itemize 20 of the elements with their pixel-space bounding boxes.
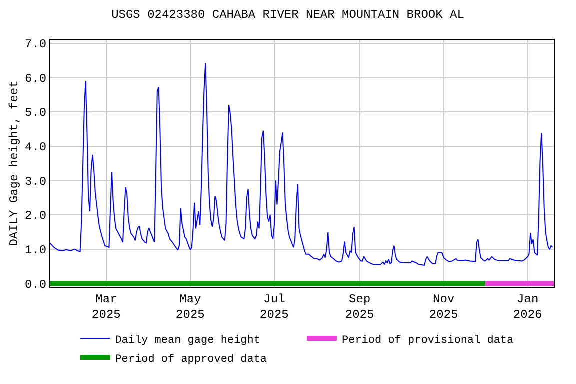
y-axis-title: DAILY Gage height, feet: [7, 80, 22, 246]
legend-label: Period of provisional data: [342, 334, 514, 347]
y-tick-label: 4.0: [24, 140, 47, 155]
y-tick-label: 7.0: [24, 38, 47, 52]
line-series: [50, 62, 554, 266]
x-tick-label: Jul 2025: [260, 292, 289, 322]
x-tick-label: Nov 2025: [429, 292, 458, 322]
legend-label: Period of approved data: [115, 354, 268, 366]
y-tick-label: 0.0: [24, 278, 47, 292]
y-tick-label: 5.0: [24, 106, 47, 120]
y-tick-label: 2.0: [24, 209, 47, 224]
x-tick-label: Jan 2026: [513, 292, 542, 322]
legend-label: Daily mean gage height: [115, 334, 260, 347]
y-tick-label: 3.0: [24, 174, 47, 189]
x-tick-label: Sep 2025: [345, 292, 374, 322]
chart-title: USGS 02423380 CAHABA RIVER NEAR MOUNTAIN BROOK AL: [112, 8, 464, 22]
x-tick-label: May 2025: [176, 292, 205, 322]
y-tick-label: 1.0: [24, 243, 47, 258]
y-tick-label: 6.0: [24, 72, 47, 86]
x-tick-label: Mar 2025: [92, 292, 121, 322]
